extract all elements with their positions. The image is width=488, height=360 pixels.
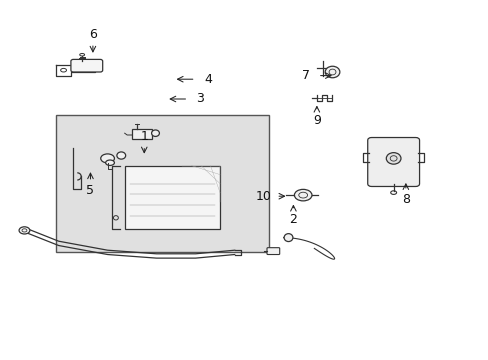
Ellipse shape bbox=[117, 152, 125, 159]
Text: 6: 6 bbox=[89, 28, 97, 41]
Ellipse shape bbox=[80, 54, 84, 56]
Text: 2: 2 bbox=[289, 213, 297, 226]
Text: 10: 10 bbox=[256, 190, 271, 203]
Ellipse shape bbox=[151, 130, 159, 136]
Ellipse shape bbox=[386, 153, 400, 164]
FancyBboxPatch shape bbox=[266, 248, 279, 255]
Text: 1: 1 bbox=[140, 130, 148, 143]
Ellipse shape bbox=[284, 234, 292, 242]
Ellipse shape bbox=[294, 189, 311, 201]
Ellipse shape bbox=[19, 227, 30, 234]
Text: 7: 7 bbox=[301, 69, 309, 82]
Text: 3: 3 bbox=[196, 93, 204, 105]
FancyBboxPatch shape bbox=[124, 166, 220, 229]
Bar bbox=[132, 129, 151, 139]
Text: 9: 9 bbox=[312, 114, 320, 127]
Text: 8: 8 bbox=[401, 193, 409, 206]
Ellipse shape bbox=[101, 154, 114, 163]
Bar bbox=[56, 115, 268, 252]
FancyBboxPatch shape bbox=[71, 59, 102, 72]
Ellipse shape bbox=[105, 160, 114, 165]
Text: 4: 4 bbox=[203, 73, 211, 86]
Text: 5: 5 bbox=[86, 184, 94, 197]
Ellipse shape bbox=[325, 66, 339, 78]
FancyBboxPatch shape bbox=[367, 138, 419, 186]
